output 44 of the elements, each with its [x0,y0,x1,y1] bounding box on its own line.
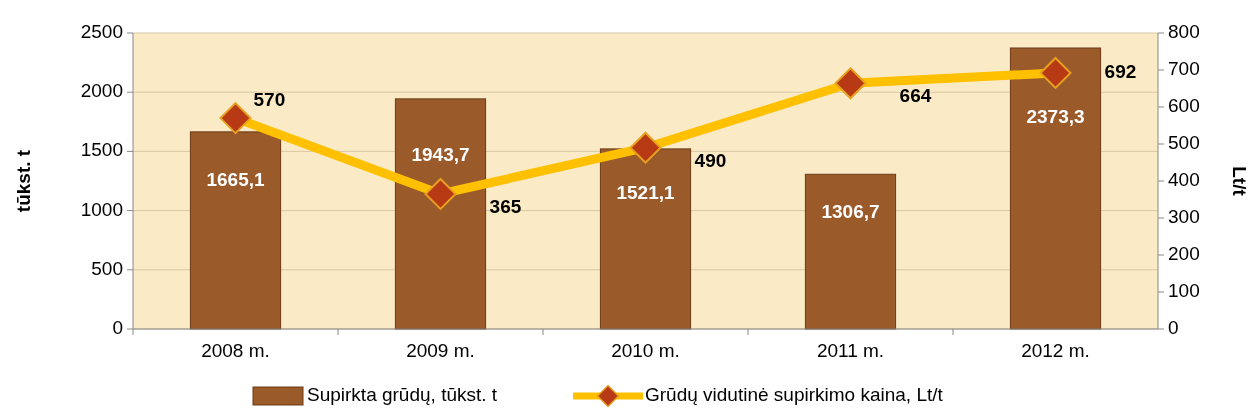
y2-tick-label: 700 [1168,58,1200,80]
data-label: 570 [253,89,286,111]
y2-tick-label: 100 [1168,280,1200,302]
bar [189,131,282,330]
y2-tick-label: 600 [1168,95,1200,117]
bar [394,98,487,330]
y-tick-label: 1000 [80,198,123,220]
legend-label: Supirkta grūdų, tūkst. t [307,384,498,406]
y2-axis-title: Lt/t [1229,166,1250,197]
x-tick-label: 2009 m. [406,340,475,361]
y-tick-label: 500 [91,257,123,279]
data-label: 490 [694,149,727,171]
point [219,102,252,135]
data-label: 1521,1 [616,181,675,203]
y-tick-label: 0 [112,317,123,339]
data-label: 692 [1104,60,1137,82]
data-label: 365 [489,195,522,217]
x-tick-label: 2010 m. [611,340,680,361]
point [424,177,457,210]
bar [1009,47,1102,330]
point [1039,56,1072,89]
legend-label: Grūdų vidutinė supirkimo kaina, Lt/t [645,384,944,406]
data-label: 1306,7 [821,200,880,222]
x-tick-label: 2012 m. [1021,340,1090,361]
point [834,67,867,100]
x-tick-label: 2008 m. [201,340,270,361]
bar [804,173,897,330]
point [629,131,662,164]
x-tick-label: 2011 m. [816,340,885,361]
data-label: 1665,1 [206,169,265,191]
y2-tick-label: 300 [1168,206,1200,228]
bar [599,148,692,330]
y-tick-label: 2000 [80,80,123,102]
y-tick-label: 1500 [80,139,123,161]
y2-tick-label: 400 [1168,169,1200,191]
y2-tick-label: 500 [1168,132,1200,154]
y2-tick-label: 200 [1168,243,1200,265]
y2-tick-label: 800 [1168,21,1200,43]
data-label: 664 [899,85,932,107]
y-tick-label: 2500 [80,21,123,43]
y2-tick-label: 0 [1168,317,1179,339]
data-label: 1943,7 [411,144,470,166]
data-label: 2373,3 [1026,106,1085,128]
y-axis-title: tūkst. t [13,149,34,213]
